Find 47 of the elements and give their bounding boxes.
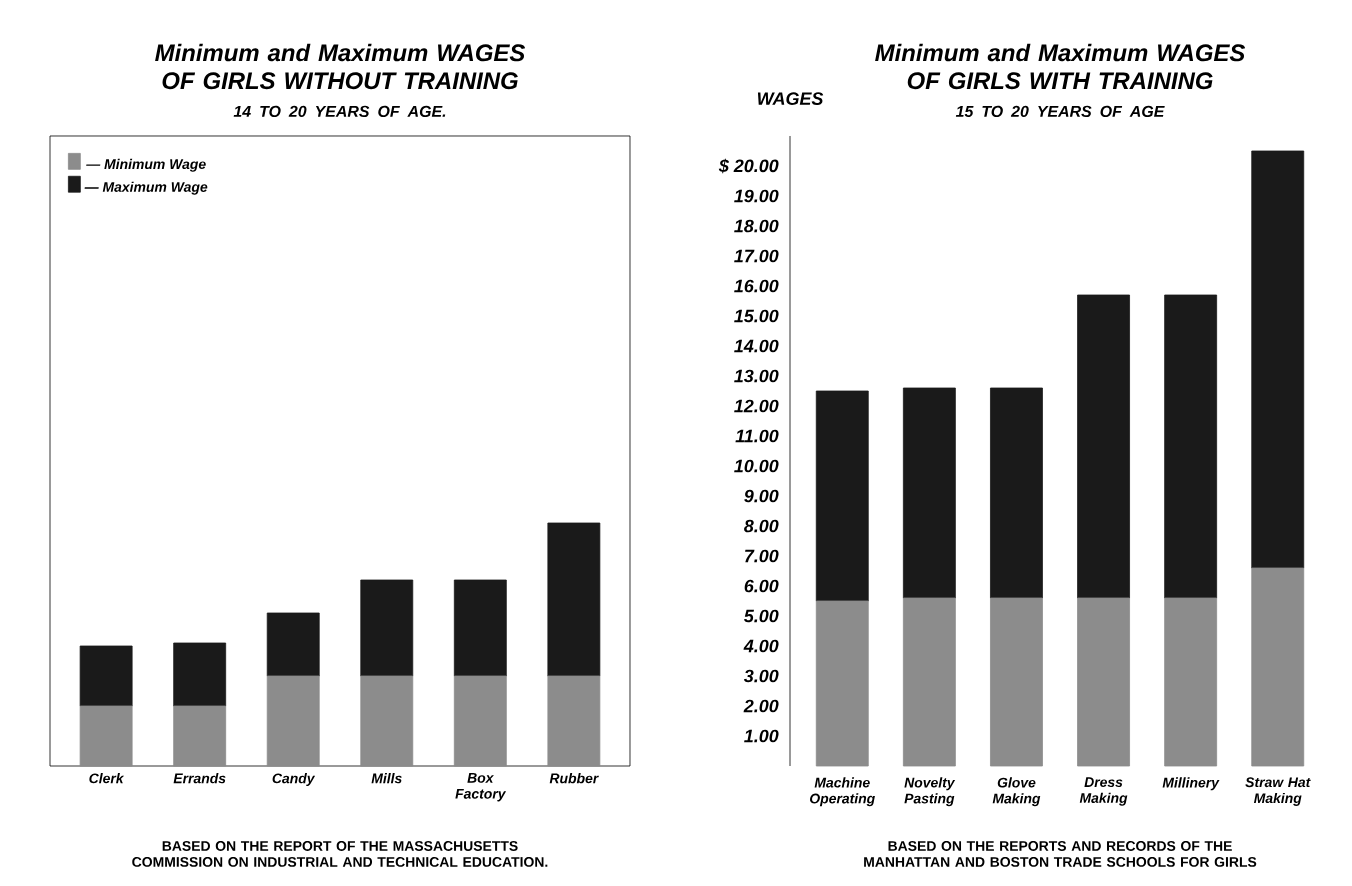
y-tick-label: 13.00 <box>734 369 779 383</box>
bar <box>990 387 1043 599</box>
bar <box>79 645 133 707</box>
bar <box>360 579 414 677</box>
y-axis-title: WAGES <box>757 92 824 105</box>
bar <box>453 675 507 767</box>
bar <box>173 705 227 767</box>
y-tick-label: 1.00 <box>744 729 779 743</box>
y-tick-label: 16.00 <box>734 279 779 293</box>
bar <box>547 675 601 767</box>
bar <box>815 600 869 767</box>
bar <box>990 597 1043 767</box>
bar <box>1251 150 1305 569</box>
y-tick-label: 3.00 <box>743 669 779 683</box>
bar <box>266 675 320 767</box>
y-tick-label: 18.00 <box>734 219 779 233</box>
chart-title: Minimum and Maximum WAGES OF GIRLS WITHOUT TRAINING <box>155 43 526 90</box>
bar <box>1164 294 1218 599</box>
y-tick-label: $ 20.00 <box>718 158 779 174</box>
y-tick-label: 2.00 <box>743 699 779 713</box>
y-tick-label: 7.00 <box>745 549 779 563</box>
bar <box>1251 567 1305 767</box>
bar <box>79 705 133 767</box>
bar <box>902 597 956 767</box>
y-tick-label: 19.00 <box>734 189 779 203</box>
chart-title: Minimum and Maximum WAGES OF GIRLS WITH TRAINING <box>875 43 1246 90</box>
bar <box>902 387 956 599</box>
bar <box>1077 597 1130 767</box>
y-tick-label: 17.00 <box>734 249 779 263</box>
bar <box>815 390 869 602</box>
bar <box>266 612 320 677</box>
y-tick-label: 11.00 <box>735 429 779 443</box>
bar <box>173 642 227 707</box>
y-tick-label: 14.00 <box>734 339 779 353</box>
bar <box>360 675 414 767</box>
bar <box>547 522 601 677</box>
y-tick-label: 8.00 <box>744 519 779 533</box>
y-tick-label: 6.00 <box>744 579 779 593</box>
y-tick-label: 4.00 <box>743 639 779 653</box>
y-tick-label: 5.00 <box>744 609 779 623</box>
y-tick-label: 10.00 <box>734 459 779 473</box>
y-tick-label: 12.00 <box>734 399 779 413</box>
bar <box>1077 294 1130 599</box>
bar <box>1164 597 1218 767</box>
bar <box>453 579 507 677</box>
y-tick-label: 9.00 <box>744 489 779 503</box>
y-tick-label: 15.00 <box>734 309 779 323</box>
